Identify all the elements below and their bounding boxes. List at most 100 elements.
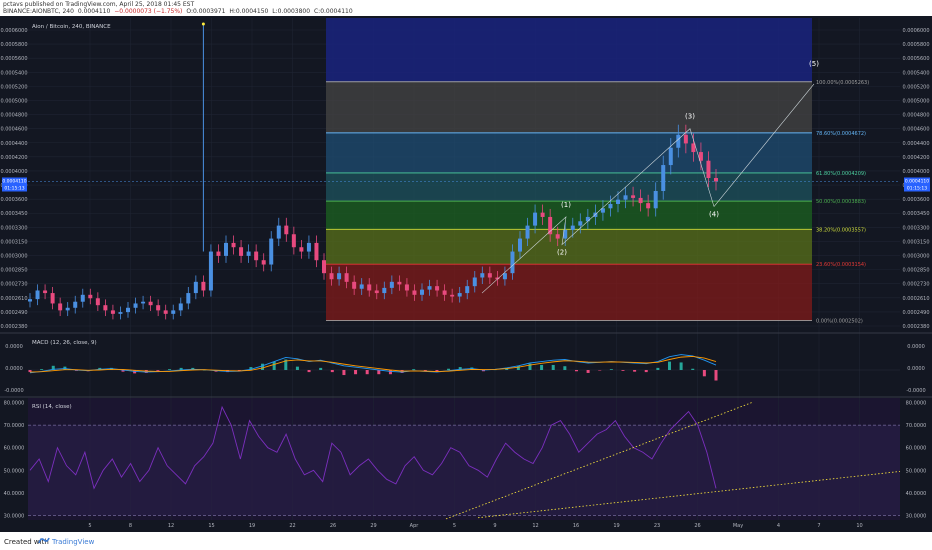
macd-hist-bar [237,370,241,371]
price-tick-left: 0.0003150 [0,239,27,245]
candle-body [585,216,590,222]
candle-body [510,251,515,274]
time-tick: 12 [532,523,538,529]
price-tick-left: 0.0003000 [0,254,27,260]
candle-body [683,134,688,144]
price-pane-title: Aion / Bitcoin, 240, BINANCE [32,24,111,30]
macd-hist-bar [435,370,439,372]
price-tick-left: 0.0005200 [0,84,27,90]
elliott-wave-label: (4) [709,211,719,219]
candle-body [533,212,538,226]
publish-info: pctavs published on TradingView.com, Apr… [3,1,195,8]
candle-body [382,287,387,294]
time-tick: 5 [88,523,91,529]
created-with-label: Created with [4,538,49,546]
price-tick-left: 0.0004400 [0,141,27,147]
candle-body [495,277,500,280]
time-tick: 19 [249,523,255,529]
price-tick-right: 0.0004400 [902,141,929,147]
price-tick-left: 0.0003450 [0,211,27,217]
candle-body [563,229,568,239]
candle-body [638,197,643,204]
time-tick: May [733,523,743,529]
macd-hist-bar [249,367,253,370]
candle-body [540,212,545,217]
candle-body [58,303,63,311]
rsi-tick-right: 40.0000 [906,491,927,497]
elliott-wave-label: (1) [561,201,571,209]
time-tick: 9 [493,523,496,529]
macd-tick-right: 0.0000 [907,344,925,350]
wave-path [481,128,715,294]
candle-body [314,242,319,261]
signal-line [29,355,717,373]
time-tick: 23 [654,523,660,529]
chart-canvas[interactable]: 0.0006000 0.0006000 0.0005800 0.0005800 0.00… [0,16,932,532]
fib-zone [326,172,812,202]
macd-hist-bar [691,368,695,370]
price-tick-right: 0.0004800 [902,113,929,119]
candle-body [133,303,138,308]
price-tick-right: 0.0002380 [902,324,929,330]
macd-hist-bar [202,370,206,371]
candle-body [141,301,146,304]
last-price: 0.0004110 [77,8,111,15]
rsi-tick-left: 30.0000 [4,513,25,519]
macd-hist-bar [272,361,276,370]
macd-hist-bar [28,370,32,373]
candle-body [43,290,48,294]
candle-body [518,238,522,252]
macd-hist-bar [412,369,416,370]
candle-body [487,273,492,278]
price-tick-right: 0.0003450 [902,211,929,217]
price-tick-left: 0.0005400 [0,70,27,76]
candle-body [525,225,530,239]
price-tick-right: 0.0002850 [902,268,929,274]
candle-body [450,294,455,297]
candle-body [344,273,349,282]
macd-hist-bar [633,370,637,372]
price-tick-right: 0.0002610 [902,296,929,302]
candle-body [126,307,130,313]
candle-body [600,208,605,213]
macd-hist-bar [261,363,265,370]
macd-hist-bar [458,367,462,370]
candle-body [80,294,85,302]
candle-body [50,293,55,304]
fib-zone [326,201,812,230]
candle-body [374,290,379,294]
rsi-tick-right: 50.0000 [906,468,927,474]
candle-body [457,293,462,297]
candle-body [201,281,206,291]
fib-level-label: 23.60%(0.0003154) [816,262,866,268]
price-tick-right: 0.0005200 [902,84,929,90]
fib-zone [326,81,812,133]
macd-hist-bar [714,370,718,381]
candle-body [502,273,507,280]
time-tick: 19 [613,523,619,529]
open: O:0.0003971 [186,8,226,15]
countdown-right: 01:15:13 [907,185,927,191]
macd-hist-bar [354,370,358,375]
candle-body [224,242,228,256]
candle-body [254,251,259,261]
macd-hist-bar [307,370,311,373]
macd-hist-bar [168,369,172,370]
fib-zone [326,264,812,321]
price-tick-left: 0.0002730 [0,282,27,288]
close: C:0.0004110 [313,8,353,15]
candle-body [299,247,304,252]
candle-body [420,289,424,295]
fib-zone [326,229,812,265]
tradingview-brand[interactable]: TradingView [52,538,95,546]
candle-body [480,273,485,278]
price-tick-right: 0.0004200 [902,155,929,161]
macd-hist-bar [667,361,671,370]
candle-body [246,251,251,256]
candle-body [427,286,432,290]
rsi-tick-left: 40.0000 [4,491,25,497]
wave-projection [713,83,815,207]
price-tick-left: 0.0002850 [0,268,27,274]
candle-body [35,290,40,300]
